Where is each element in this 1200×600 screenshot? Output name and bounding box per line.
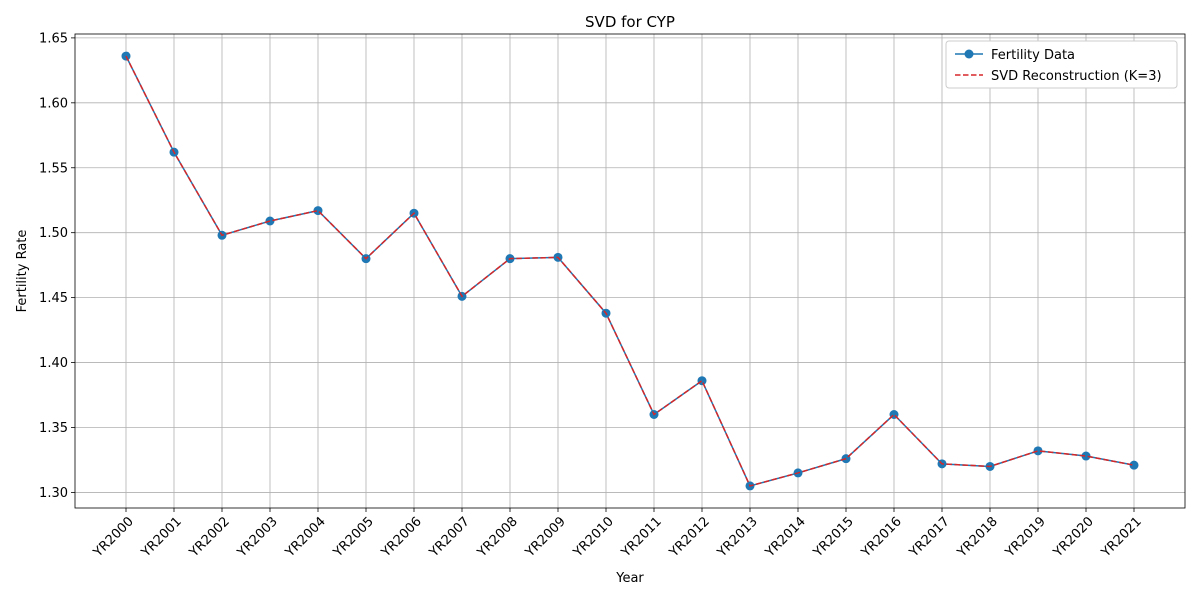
plot-frame — [74, 33, 1186, 509]
legend-label-svd-reconstruction: SVD Reconstruction (K=3) — [991, 69, 1162, 84]
y-tick-label: 1.55 — [39, 161, 68, 176]
legend: Fertility Data SVD Reconstruction (K=3) — [945, 40, 1178, 89]
legend-marker-fertility-data — [964, 49, 974, 59]
y-axis-label: Fertility Rate — [15, 230, 30, 313]
legend-box — [945, 40, 1178, 89]
chart-title: SVD for CYP — [585, 13, 675, 31]
y-axis: 1.30 1.35 1.40 1.45 1.50 1.55 1.60 1.65 — [39, 31, 75, 501]
y-tick-label: 1.65 — [39, 31, 68, 46]
data-point-fertility-data — [697, 376, 707, 386]
legend-label-fertility-data: Fertility Data — [991, 48, 1075, 63]
x-axis-label: Year — [615, 571, 644, 586]
y-tick-label: 1.40 — [39, 356, 68, 371]
series-line-svd-reconstruction — [125, 55, 1135, 487]
y-tick-label: 1.30 — [39, 486, 68, 501]
series-group — [121, 51, 1139, 491]
y-tick-label: 1.60 — [39, 96, 68, 111]
data-point-fertility-data — [1129, 460, 1139, 470]
data-point-fertility-data — [1033, 446, 1043, 456]
y-tick-label: 1.35 — [39, 421, 68, 436]
data-point-fertility-data — [1081, 451, 1091, 461]
y-tick-label: 1.50 — [39, 226, 68, 241]
y-tick-label: 1.45 — [39, 291, 68, 306]
